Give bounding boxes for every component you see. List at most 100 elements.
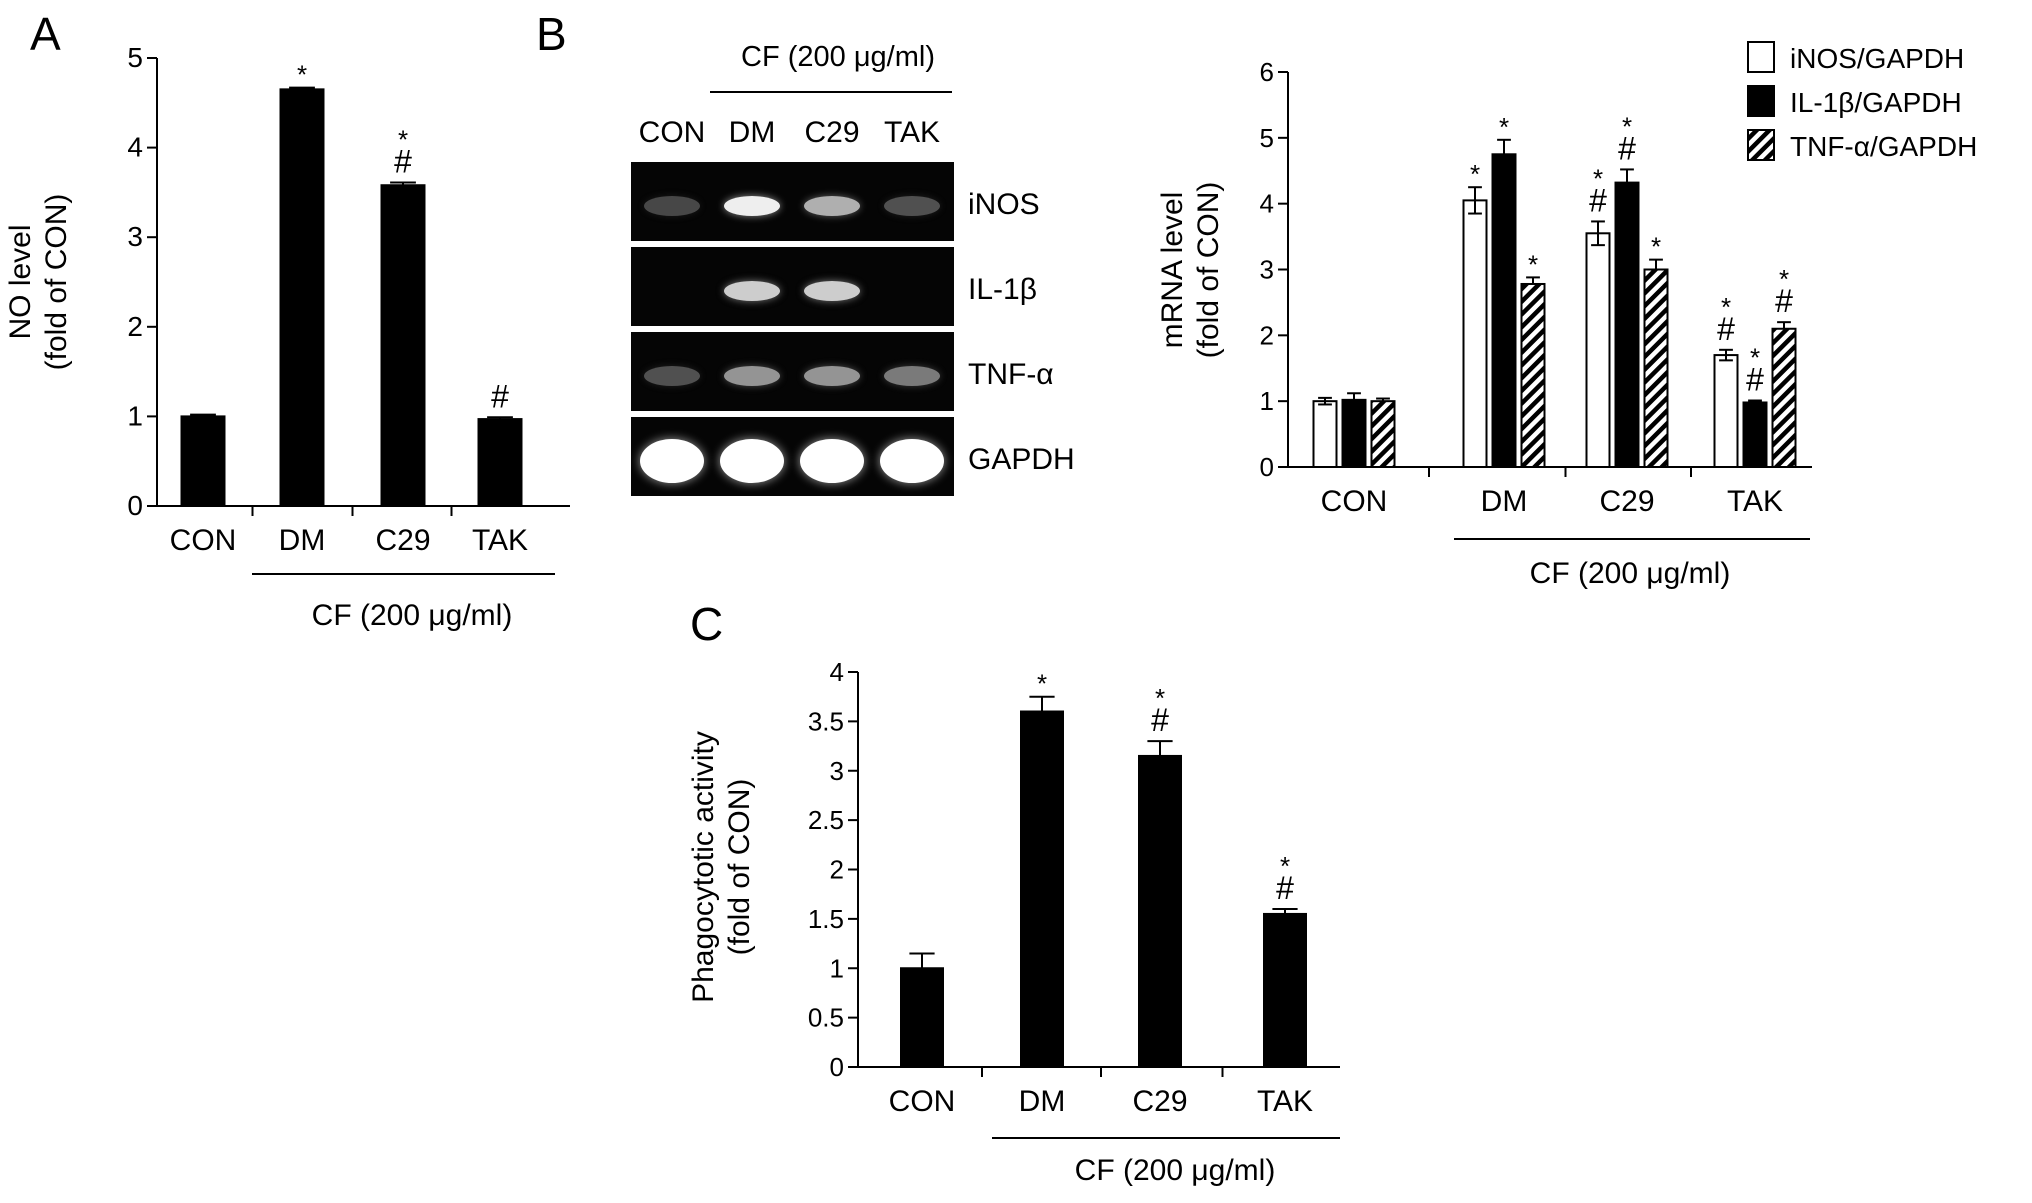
y-tick-label: 4 — [830, 657, 844, 687]
gel-band — [804, 195, 860, 216]
x-tick-label: TAK — [1727, 485, 1783, 518]
group-label: CF (200 μg/ml) — [1075, 1154, 1276, 1187]
bar-dm-2 — [1520, 282, 1546, 468]
panel-letter-a: A — [30, 8, 61, 60]
bar-c29-2 — [1643, 268, 1669, 468]
gel-row-tnf — [631, 332, 954, 411]
significance-star: * — [1155, 683, 1165, 713]
y-tick-label: 0 — [1260, 452, 1274, 482]
legend-label: iNOS/GAPDH — [1790, 43, 1964, 74]
gel-image — [631, 162, 954, 502]
y-tick-label: 1 — [830, 953, 844, 983]
bar-con — [180, 415, 226, 507]
bar-dm-0 — [1462, 199, 1488, 468]
y-tick-label: 4 — [127, 132, 143, 163]
bar-con-2 — [1370, 400, 1396, 468]
y-tick-label: 2.5 — [808, 805, 844, 835]
bar-con — [900, 967, 944, 1068]
gel-lane-label: C29 — [804, 116, 859, 149]
bar-tak — [477, 418, 523, 508]
gel-lane-labels: CON DM C29 TAK — [639, 116, 940, 149]
significance-hash: # — [394, 144, 412, 180]
x-tick-label: DM — [1019, 1085, 1066, 1118]
gel-lane-label: TAK — [884, 116, 940, 149]
bar-tak-1 — [1742, 401, 1768, 469]
gel-band — [804, 365, 860, 386]
significance-star: * — [1779, 264, 1789, 294]
x-tick-label: CON — [889, 1085, 956, 1118]
bar-c29 — [1138, 754, 1182, 1068]
y-tick-label: 0 — [127, 490, 143, 521]
significance-star: * — [1499, 112, 1509, 142]
significance-star: * — [398, 125, 408, 155]
gel-band — [720, 438, 784, 483]
y-tick-label: 3 — [127, 221, 143, 252]
chart-panel-a: 0 1 2 3 4 5 CON DM C29 TAK NO level (fold of CON) CF… — [4, 42, 570, 632]
y-tick-label: 2 — [127, 311, 143, 342]
significance-star: * — [1037, 669, 1047, 699]
x-tick-label: DM — [1481, 485, 1528, 518]
significance-star: * — [1528, 249, 1538, 279]
y-tick-label: 5 — [127, 42, 143, 73]
x-tick-label: TAK — [472, 524, 528, 557]
significance-star: * — [1593, 163, 1603, 193]
significance-hash: # — [1746, 362, 1764, 398]
y-tick-label: 1 — [127, 400, 143, 431]
significance-star: * — [297, 60, 307, 90]
legend-label: TNF-α/GAPDH — [1790, 131, 1977, 162]
group-label: CF (200 μg/ml) — [1530, 557, 1731, 590]
y-tick-label: 3 — [830, 756, 844, 786]
significance-hash: # — [1618, 130, 1636, 166]
gel-band — [644, 195, 700, 216]
gel-lane-label: DM — [729, 116, 776, 149]
significance-hash: # — [1589, 182, 1607, 218]
significance-hash: # — [491, 378, 509, 414]
x-tick-label: TAK — [1257, 1085, 1313, 1118]
legend-label: IL-1β/GAPDH — [1790, 87, 1962, 118]
bar-tak — [1263, 912, 1307, 1068]
significance-star: * — [1750, 343, 1760, 373]
gel-treatment-label: CF (200 μg/ml) — [741, 41, 935, 73]
x-tick-label: C29 — [1599, 485, 1654, 518]
bar-dm — [1020, 710, 1064, 1068]
significance-star: * — [1470, 159, 1480, 189]
significance-star: * — [1622, 111, 1632, 141]
bar-con-0 — [1312, 400, 1338, 468]
significance-star: * — [1651, 232, 1661, 262]
y-tick-label: 3 — [1260, 255, 1274, 285]
y-tick-label: 5 — [1260, 123, 1274, 153]
x-tick-label: DM — [279, 524, 326, 557]
gel-band — [724, 365, 780, 386]
bar-c29-0 — [1585, 232, 1611, 468]
chart-panel-c: 0 0.5 1 1.5 2 2.5 3 3.5 4 CON DM C29 TAK Phagocytotic… — [687, 657, 1340, 1187]
gel-lane-label: CON — [639, 116, 706, 149]
significance-hash: # — [1775, 283, 1793, 319]
significance-hash: # — [1717, 311, 1735, 347]
y-axis-label: NO level (fold of CON) — [4, 194, 73, 371]
legend-swatch — [1747, 129, 1775, 161]
bar-tak-0 — [1713, 354, 1739, 469]
bar-c29-1 — [1614, 181, 1640, 468]
significance-star: * — [1721, 292, 1731, 322]
y-tick-label: 4 — [1260, 189, 1274, 219]
gel-band — [644, 365, 700, 386]
gel-band — [640, 438, 704, 483]
legend-swatch — [1747, 85, 1775, 117]
gel-row-inos — [631, 162, 954, 241]
gel-band — [884, 195, 940, 216]
gel-band — [880, 438, 944, 483]
panel-letter-b: B — [536, 8, 567, 60]
y-tick-label: 6 — [1260, 57, 1274, 87]
x-tick-label: C29 — [375, 524, 430, 557]
significance-hash: # — [1151, 702, 1169, 738]
panel-letter-c: C — [690, 598, 723, 650]
bar-dm — [279, 88, 325, 508]
gel-gene-labels: iNOS IL-1β TNF-α GAPDH — [968, 188, 1075, 476]
x-tick-label: C29 — [1132, 1085, 1187, 1118]
bar-dm-1 — [1491, 153, 1517, 469]
y-tick-label: 0.5 — [808, 1003, 844, 1033]
y-tick-label: 3.5 — [808, 706, 844, 736]
bar-tak-2 — [1771, 327, 1797, 468]
bar-con-1 — [1341, 398, 1367, 469]
